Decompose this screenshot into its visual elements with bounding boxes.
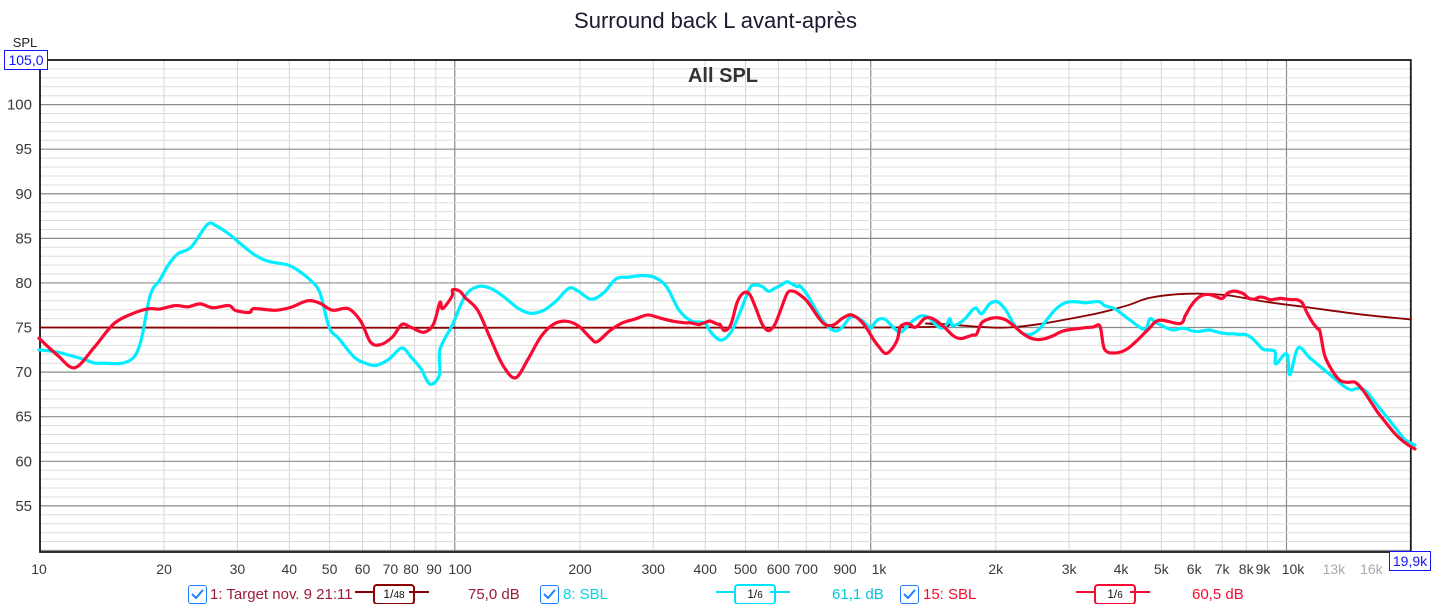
svg-text:400: 400 bbox=[694, 561, 718, 577]
svg-text:70: 70 bbox=[383, 561, 399, 577]
svg-text:900: 900 bbox=[833, 561, 857, 577]
svg-text:60: 60 bbox=[355, 561, 371, 577]
svg-text:75: 75 bbox=[15, 320, 32, 337]
svg-text:60: 60 bbox=[15, 453, 32, 470]
svg-text:55: 55 bbox=[15, 498, 32, 515]
svg-text:4k: 4k bbox=[1114, 561, 1130, 577]
svg-text:40: 40 bbox=[282, 561, 298, 577]
svg-text:16k: 16k bbox=[1360, 561, 1384, 577]
svg-text:95: 95 bbox=[15, 141, 32, 158]
svg-text:SPL: SPL bbox=[13, 35, 38, 50]
svg-text:50: 50 bbox=[322, 561, 338, 577]
svg-text:6k: 6k bbox=[1187, 561, 1203, 577]
svg-text:80: 80 bbox=[403, 561, 419, 577]
svg-text:13k: 13k bbox=[1323, 561, 1347, 577]
svg-text:70: 70 bbox=[15, 364, 32, 381]
svg-text:200: 200 bbox=[568, 561, 592, 577]
svg-text:90: 90 bbox=[15, 186, 32, 203]
svg-text:10: 10 bbox=[31, 561, 47, 577]
svg-text:1k: 1k bbox=[872, 561, 888, 577]
svg-text:90: 90 bbox=[426, 561, 442, 577]
svg-text:2k: 2k bbox=[988, 561, 1004, 577]
svg-text:300: 300 bbox=[642, 561, 666, 577]
svg-text:3k: 3k bbox=[1062, 561, 1078, 577]
svg-text:65: 65 bbox=[15, 409, 32, 426]
svg-text:700: 700 bbox=[795, 561, 819, 577]
svg-text:100: 100 bbox=[7, 97, 32, 114]
svg-text:600: 600 bbox=[767, 561, 791, 577]
svg-text:80: 80 bbox=[15, 275, 32, 292]
svg-text:30: 30 bbox=[230, 561, 246, 577]
svg-text:8k: 8k bbox=[1239, 561, 1255, 577]
svg-text:7k: 7k bbox=[1215, 561, 1231, 577]
svg-text:500: 500 bbox=[734, 561, 758, 577]
svg-text:9k: 9k bbox=[1256, 561, 1272, 577]
svg-text:85: 85 bbox=[15, 230, 32, 247]
svg-text:5k: 5k bbox=[1154, 561, 1170, 577]
svg-text:100: 100 bbox=[448, 561, 472, 577]
svg-text:All SPL: All SPL bbox=[688, 65, 758, 87]
svg-text:20: 20 bbox=[156, 561, 172, 577]
svg-text:10k: 10k bbox=[1282, 561, 1306, 577]
